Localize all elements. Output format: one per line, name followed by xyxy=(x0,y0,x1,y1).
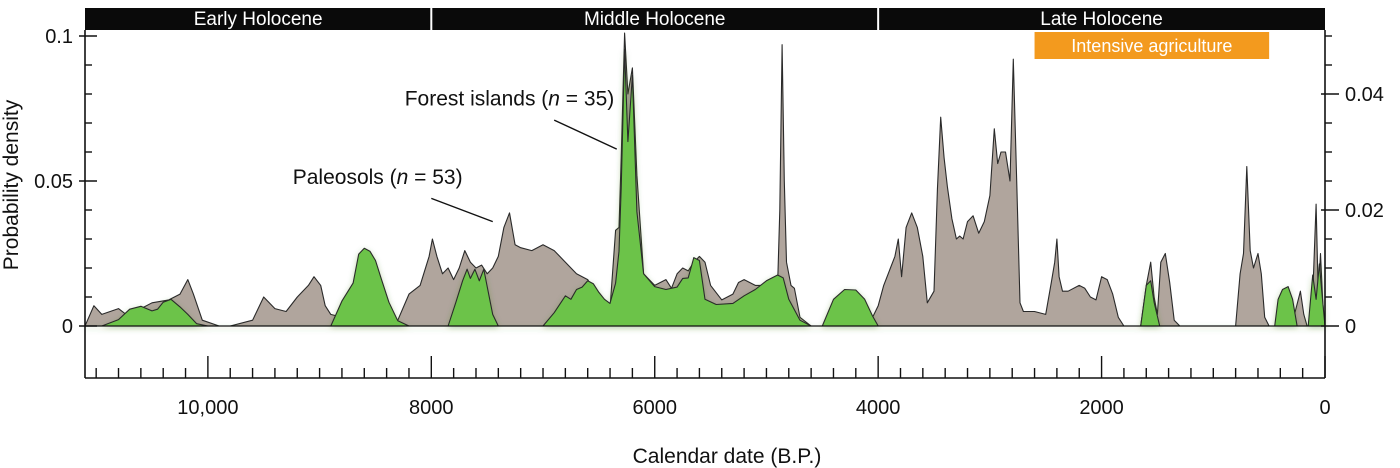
y-right-tick-label: 0 xyxy=(1345,316,1356,338)
intensive-agriculture-box xyxy=(1034,32,1270,59)
y-left-tick-label: 0.05 xyxy=(34,171,73,193)
period-label: Late Holocene xyxy=(1040,9,1163,30)
annotation-label: Paleosols (n = 53) xyxy=(293,166,463,189)
intensive-agriculture-label: Intensive agriculture xyxy=(1071,36,1232,56)
x-tick-label: 0 xyxy=(1319,397,1330,419)
series-area-paleosols xyxy=(84,48,1326,327)
series-area-forest-islands xyxy=(84,32,1326,327)
x-tick-label: 6000 xyxy=(632,397,677,419)
plot-area xyxy=(84,32,1326,327)
period-segment xyxy=(431,8,879,30)
x-tick-label: 2000 xyxy=(1079,397,1124,419)
axes: 10,000 8000 6000 4000 2000 0 0 0.05 0.1 0 0.02 0.04 xyxy=(34,26,1384,419)
annotation-pointer xyxy=(553,119,618,150)
period-segment xyxy=(878,8,1325,30)
y-right-tick-label: 0.02 xyxy=(1345,200,1384,222)
period-bar: Early Holocene Middle Holocene Late Holoce… xyxy=(85,8,1325,30)
x-tick-label: 8000 xyxy=(409,397,454,419)
annotation-label: Forest islands (n = 35) xyxy=(405,88,615,111)
x-tick-label: 4000 xyxy=(856,397,901,419)
period-label: Early Holocene xyxy=(194,9,323,30)
y-axis-title: Probability density xyxy=(0,99,23,270)
period-segment xyxy=(85,8,432,30)
annotations: Forest islands (n = 35) Paleosols (n = 53… xyxy=(293,88,618,223)
intensive-agriculture-band: Intensive agriculture xyxy=(1034,32,1270,59)
y-left-tick-label: 0.1 xyxy=(45,26,73,48)
annotation-pointer xyxy=(431,197,493,223)
x-axis-title: Calendar date (B.P.) xyxy=(633,445,822,468)
period-label: Middle Holocene xyxy=(584,9,726,30)
x-tick-label: 10,000 xyxy=(177,397,238,419)
y-left-tick-label: 0 xyxy=(62,316,73,338)
y-right-tick-label: 0.04 xyxy=(1345,84,1384,106)
